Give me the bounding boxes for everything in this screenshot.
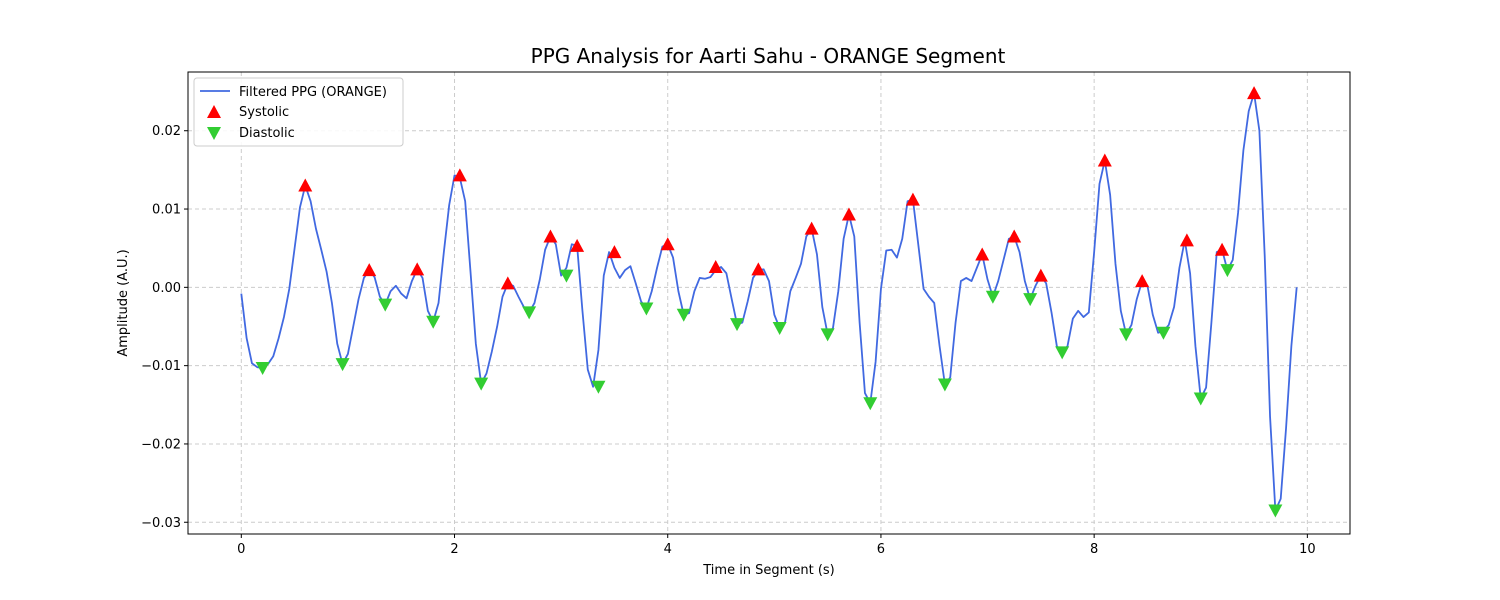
marker-layer bbox=[255, 86, 1283, 518]
diastolic-point bbox=[639, 302, 654, 316]
axis-ticks: 0 2 4 6 8 10 0.02 0.01 0.00 −0.01 −0.02 −0.03 bbox=[141, 124, 1315, 557]
diastolic-point bbox=[863, 397, 878, 411]
y-tick-label: −0.03 bbox=[141, 516, 181, 531]
plot-frame bbox=[187, 71, 1351, 535]
systolic-point bbox=[1215, 242, 1230, 256]
diastolic-point bbox=[522, 306, 537, 320]
diastolic-point bbox=[591, 380, 606, 394]
diastolic-point bbox=[772, 322, 787, 336]
diastolic-point bbox=[1268, 504, 1283, 518]
x-tick-label: 8 bbox=[1090, 542, 1098, 557]
diastolic-point bbox=[1023, 293, 1038, 307]
systolic-point bbox=[1247, 86, 1262, 100]
systolic-point bbox=[1179, 233, 1194, 247]
systolic-point bbox=[751, 262, 766, 276]
y-axis-title: Amplitude (A.U.) bbox=[116, 249, 131, 356]
chart-title: PPG Analysis for Aarti Sahu - ORANGE Seg… bbox=[531, 44, 1006, 68]
systolic-point bbox=[362, 263, 377, 277]
x-tick-label: 6 bbox=[877, 542, 885, 557]
diastolic-point bbox=[1119, 328, 1134, 342]
y-tick-label: −0.02 bbox=[141, 437, 181, 452]
systolic-point bbox=[410, 262, 425, 276]
y-tick-label: −0.01 bbox=[141, 359, 181, 374]
systolic-point bbox=[298, 178, 313, 192]
systolic-point bbox=[660, 237, 675, 251]
legend-label-diastolic: Diastolic bbox=[239, 126, 295, 141]
x-tick-label: 2 bbox=[450, 542, 458, 557]
legend-label-filtered-ppg: Filtered PPG (ORANGE) bbox=[239, 85, 387, 100]
legend-systolic-marker bbox=[207, 105, 221, 118]
grid-lines bbox=[188, 72, 1350, 534]
systolic-point bbox=[1033, 268, 1048, 282]
diastolic-point bbox=[730, 318, 745, 332]
systolic-point bbox=[607, 245, 622, 259]
x-tick-label: 10 bbox=[1299, 542, 1316, 557]
diastolic-point bbox=[426, 315, 441, 329]
systolic-point bbox=[452, 168, 467, 182]
diastolic-point bbox=[676, 308, 691, 322]
systolic-point bbox=[1135, 274, 1150, 288]
diastolic-point bbox=[1220, 264, 1235, 278]
systolic-point bbox=[804, 221, 819, 235]
systolic-point bbox=[1007, 229, 1022, 243]
x-tick-label: 0 bbox=[237, 542, 245, 557]
diastolic-point bbox=[335, 358, 350, 372]
diastolic-point bbox=[559, 269, 574, 283]
systolic-point bbox=[905, 192, 920, 206]
diastolic-point bbox=[474, 377, 489, 391]
diastolic-point bbox=[1055, 346, 1070, 360]
x-tick-label: 4 bbox=[664, 542, 672, 557]
legend-box bbox=[193, 77, 404, 147]
systolic-point bbox=[570, 238, 585, 252]
diastolic-point bbox=[1193, 392, 1208, 406]
legend-diastolic-marker bbox=[207, 127, 221, 140]
systolic-point bbox=[1097, 153, 1112, 167]
systolic-point bbox=[975, 247, 990, 261]
x-axis-title: Time in Segment (s) bbox=[702, 563, 834, 578]
y-tick-label: 0.02 bbox=[152, 124, 181, 139]
diastolic-point bbox=[378, 298, 393, 312]
legend-label-systolic: Systolic bbox=[239, 105, 289, 120]
systolic-point bbox=[708, 259, 723, 273]
systolic-point bbox=[543, 229, 558, 243]
systolic-point bbox=[500, 276, 515, 290]
systolic-point bbox=[841, 207, 856, 221]
diastolic-point bbox=[937, 378, 952, 392]
diastolic-point bbox=[820, 328, 835, 342]
y-tick-label: 0.00 bbox=[152, 281, 181, 296]
diastolic-point bbox=[985, 290, 1000, 304]
y-tick-label: 0.01 bbox=[152, 203, 181, 218]
legend: Filtered PPG (ORANGE) Systolic Diastolic bbox=[193, 77, 404, 147]
diastolic-point bbox=[255, 361, 270, 375]
diastolic-point bbox=[1156, 326, 1171, 340]
